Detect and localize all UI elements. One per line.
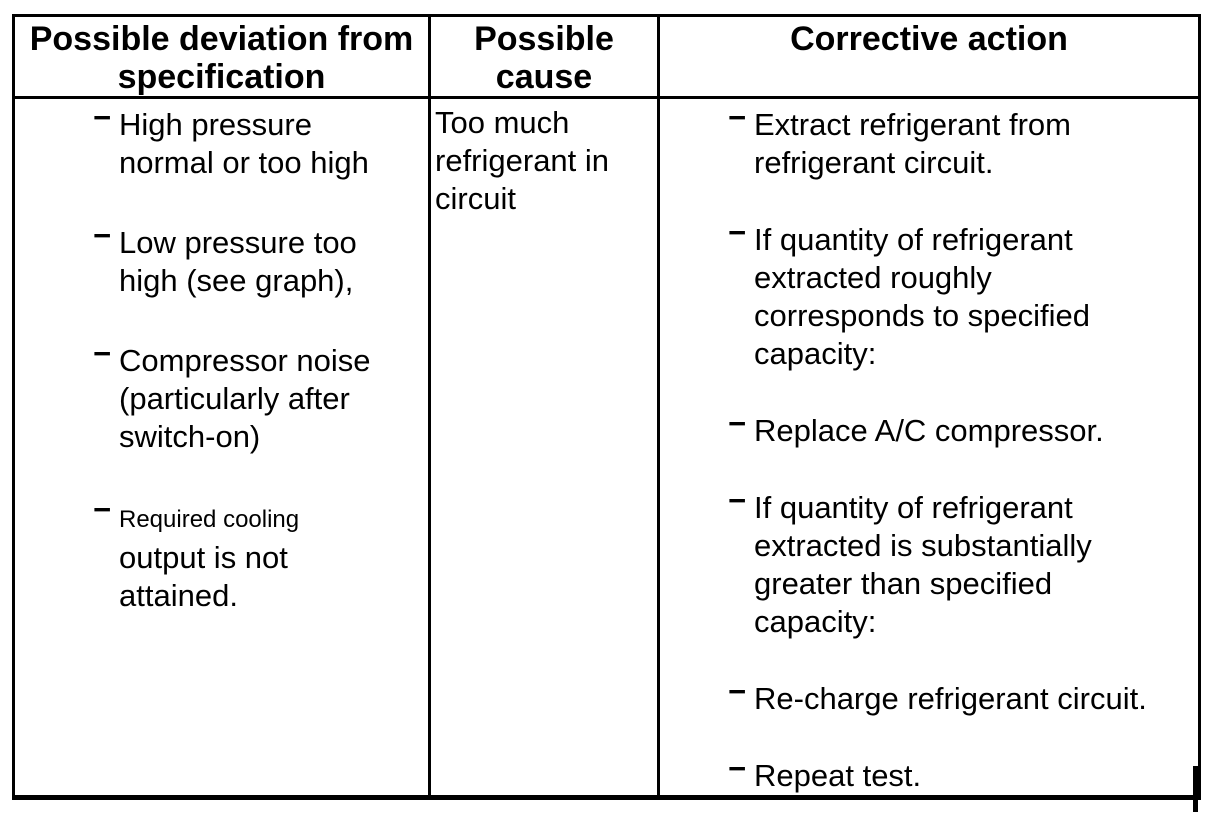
bullet-dash: − — [728, 406, 747, 441]
list-item: − If quantity of refrigerant extracted ro… — [728, 215, 1194, 373]
cause-cell: Too much refrigerant in circuit — [428, 96, 660, 799]
deviation-cell: − High pressure normal or too high − Low pr… — [12, 96, 431, 799]
body-row: − High pressure normal or too high − Low pr… — [12, 96, 1201, 799]
list-item: − Repeat test. — [728, 751, 1194, 795]
scan-artifact-line — [1193, 766, 1198, 812]
list-item: − Extract refrigerant from refrigerant ci… — [728, 101, 1194, 182]
item-text: Re-charge refrigerant circuit. — [754, 681, 1147, 716]
header-cause: Possible cause — [428, 14, 660, 99]
item-text: If quantity of refrigerant extracted rou… — [754, 222, 1091, 371]
bullet-dash: − — [93, 100, 112, 136]
bullet-dash: − — [93, 492, 112, 527]
bullet-dash: − — [728, 483, 747, 518]
header-row: Possible deviation from specification Po… — [12, 14, 1201, 99]
item-text: Repeat test. — [754, 758, 922, 793]
item-text: Compressor noise (particularly after swi… — [119, 343, 371, 454]
list-item: − Low pressure too high (see graph), — [93, 218, 422, 300]
header-corrective: Corrective action — [657, 14, 1201, 99]
list-item: − Re-charge refrigerant circuit. — [728, 674, 1194, 718]
item-text: Low pressure too high (see graph), — [119, 225, 357, 298]
list-item: − Compressor noise (particularly after sw… — [93, 336, 422, 456]
bullet-dash: − — [728, 100, 747, 136]
item-text: If quantity of refrigerant extracted is … — [754, 490, 1092, 639]
list-item: − Replace A/C compressor. — [728, 406, 1194, 450]
bullet-dash: − — [728, 751, 747, 786]
item-text: Replace A/C compressor. — [754, 413, 1104, 448]
troubleshooting-table: Possible deviation from specification Po… — [12, 14, 1201, 800]
list-item: − Required cooling output is not attained… — [93, 492, 422, 615]
corrective-list: − Extract refrigerant from refrigerant ci… — [662, 101, 1197, 795]
list-item: − High pressure normal or too high — [93, 101, 422, 182]
cause-text: Too much refrigerant in circuit — [435, 105, 610, 216]
bullet-dash: − — [728, 215, 747, 250]
bullet-dash: − — [93, 336, 112, 371]
header-deviation: Possible deviation from specification — [12, 14, 431, 99]
bullet-dash: − — [728, 674, 747, 709]
deviation-list: − High pressure normal or too high − Low pr… — [17, 101, 427, 616]
corrective-cell: − Extract refrigerant from refrigerant ci… — [657, 96, 1201, 799]
item-text-small: Required cooling — [119, 506, 300, 533]
item-text: Extract refrigerant from refrigerant cir… — [754, 107, 1071, 180]
bullet-dash: − — [93, 218, 112, 253]
list-item: − If quantity of refrigerant extracted is… — [728, 483, 1194, 641]
item-text: Required cooling output is not attained. — [119, 506, 300, 613]
item-text: High pressure normal or too high — [119, 107, 369, 180]
